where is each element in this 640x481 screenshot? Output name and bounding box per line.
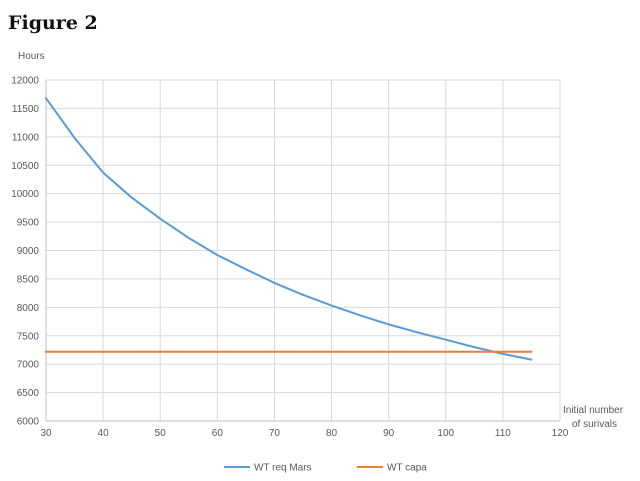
legend-label-2: WT capa	[387, 463, 427, 474]
y-tick-label: 11500	[12, 104, 40, 115]
y-tick-label: 7000	[17, 360, 40, 371]
x-tick-label: 50	[155, 428, 167, 439]
x-tick-label: 60	[212, 428, 224, 439]
gridlines	[45, 79, 561, 422]
x-tick-labels: 30 40 50 60 70 80 90 100 110 120	[40, 428, 568, 439]
x-tick-label: 70	[269, 428, 281, 439]
y-tick-label: 6000	[17, 417, 40, 428]
y-tick-label: 12000	[11, 76, 39, 87]
x-tick-label: 30	[40, 428, 52, 439]
x-tick-label: 100	[437, 428, 454, 439]
x-tick-label: 90	[383, 428, 395, 439]
y-tick-label: 7500	[17, 331, 40, 342]
x-axis-label-line-2: of surivals	[572, 419, 617, 430]
series-lines	[45, 97, 533, 361]
y-tick-label: 8500	[17, 274, 40, 285]
figure-title: Figure 2	[8, 12, 98, 34]
y-tick-label: 11000	[12, 132, 40, 143]
x-tick-label: 120	[552, 428, 569, 439]
y-axis-label: Hours	[18, 51, 45, 62]
y-tick-label: 10000	[11, 189, 39, 200]
x-axis-label-line-1: Initial number	[563, 405, 624, 416]
series-line-1	[45, 97, 533, 361]
legend-label-1: WT req Mars	[254, 463, 312, 474]
y-tick-label: 9500	[17, 218, 40, 229]
legend: WT req Mars WT capa	[224, 463, 427, 474]
y-tick-label: 6500	[17, 388, 40, 399]
y-tick-label: 10500	[11, 161, 39, 172]
y-tick-label: 8000	[17, 303, 40, 314]
y-tick-labels: 6000 6500 7000 7500 8000 8500 9000 9500 10000 105…	[11, 76, 39, 428]
x-tick-label: 110	[495, 428, 511, 439]
x-tick-label: 80	[326, 428, 338, 439]
y-tick-label: 9000	[17, 246, 40, 257]
x-tick-label: 40	[98, 428, 110, 439]
